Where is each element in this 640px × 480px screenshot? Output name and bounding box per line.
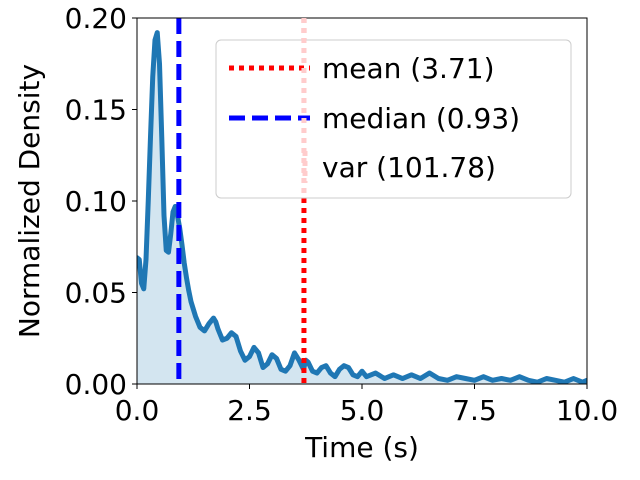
plot-area (137, 30, 587, 384)
x-tick-label: 10.0 (556, 394, 618, 427)
density-line (137, 30, 587, 384)
legend-label: median (0.93) (322, 102, 520, 135)
y-tick-label: 0.20 (65, 2, 127, 35)
legend-label: mean (3.71) (322, 52, 495, 85)
x-tick-label: 7.5 (452, 394, 497, 427)
x-axis: 0.0 2.5 5.0 7.5 10.0 (115, 384, 618, 427)
x-tick-label: 5.0 (340, 394, 385, 427)
x-axis-title: Time (s) (304, 431, 419, 464)
density-area (137, 32, 587, 384)
y-tick-label: 0.05 (65, 277, 127, 310)
legend-label: var (101.78) (322, 151, 496, 184)
y-axis-title: Normalized Density (13, 64, 46, 338)
y-tick-label: 0.10 (65, 185, 127, 218)
y-tick-label: 0.15 (65, 94, 127, 127)
y-tick-label: 0.00 (65, 368, 127, 401)
x-tick-label: 2.5 (227, 394, 272, 427)
legend: mean (3.71) median (0.93) var (101.78) (215, 18, 572, 199)
x-tick-label: 0.0 (115, 394, 160, 427)
y-axis: 0.00 0.05 0.10 0.15 0.20 (65, 2, 137, 401)
